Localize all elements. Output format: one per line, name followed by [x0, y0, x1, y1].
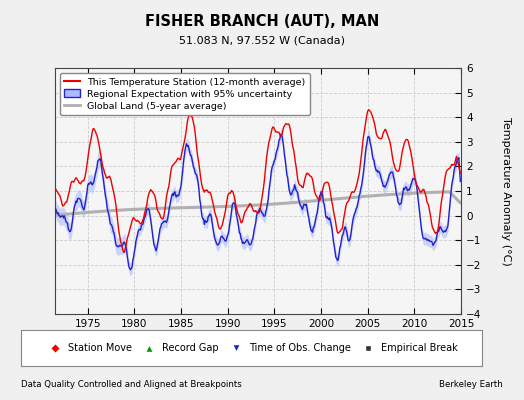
Text: Berkeley Earth: Berkeley Earth: [439, 380, 503, 389]
Legend: Station Move, Record Gap, Time of Obs. Change, Empirical Break: Station Move, Record Gap, Time of Obs. C…: [41, 339, 462, 357]
Text: FISHER BRANCH (AUT), MAN: FISHER BRANCH (AUT), MAN: [145, 14, 379, 29]
Y-axis label: Temperature Anomaly (°C): Temperature Anomaly (°C): [501, 117, 511, 265]
Legend: This Temperature Station (12-month average), Regional Expectation with 95% uncer: This Temperature Station (12-month avera…: [60, 73, 310, 115]
Text: Data Quality Controlled and Aligned at Breakpoints: Data Quality Controlled and Aligned at B…: [21, 380, 242, 389]
Text: 51.083 N, 97.552 W (Canada): 51.083 N, 97.552 W (Canada): [179, 35, 345, 45]
